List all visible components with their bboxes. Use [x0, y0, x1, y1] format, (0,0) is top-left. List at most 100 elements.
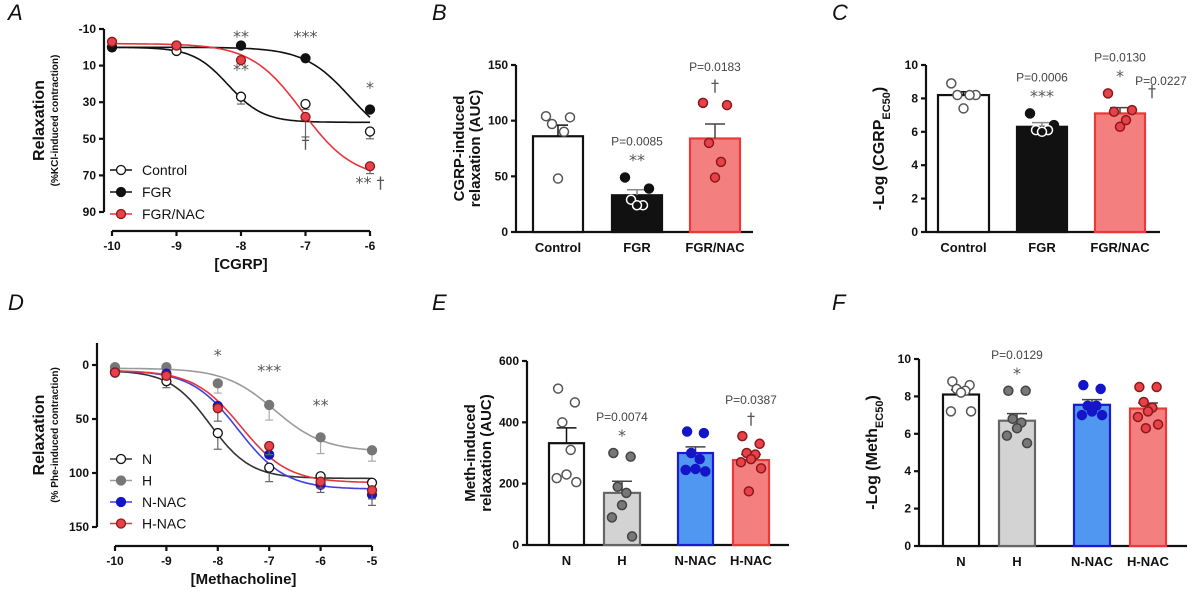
bar-group: [1093, 88, 1147, 234]
data-point-control: [235, 91, 247, 102]
y-tick-label: 50: [495, 169, 509, 183]
significance-marker: *: [618, 426, 626, 445]
data-point-fgr-nac: [364, 161, 376, 172]
data-point: [709, 172, 721, 183]
legend-marker: [115, 208, 127, 220]
legend-label: N-NAC: [142, 494, 186, 510]
p-value-label: P=0.0129: [991, 348, 1043, 362]
data-point: [1021, 437, 1033, 449]
data-point: [955, 387, 967, 398]
y-tick-label: 4: [911, 158, 918, 172]
y-tick-label: 6: [904, 427, 911, 441]
y-tick-label: 150: [488, 58, 508, 72]
data-point: [737, 430, 748, 442]
panel-letter-e: E: [432, 290, 447, 315]
legend-marker: [115, 475, 127, 486]
significance-marker: *: [366, 78, 374, 97]
x-tick-label: -6: [365, 239, 376, 253]
data-point: [681, 426, 693, 437]
data-point: [631, 200, 643, 211]
data-point: [1132, 411, 1144, 423]
data-point: [1036, 126, 1048, 138]
fit-curve-fgr-nac: [112, 42, 371, 171]
data-point-h-nac: [315, 476, 326, 487]
legend-item: N-NAC: [110, 494, 186, 510]
data-point-n: [212, 427, 223, 439]
data-point: [1001, 430, 1013, 441]
y-axis-title-close: ): [864, 395, 881, 400]
data-point: [1095, 383, 1106, 395]
y-tick-label: 0: [911, 225, 918, 239]
category-label: H-NAC: [1127, 554, 1169, 569]
data-point: [1086, 406, 1098, 417]
y-tick-label: 8: [904, 389, 911, 403]
x-tick-label: -7: [300, 239, 311, 253]
y-axis-title: Relaxation: [31, 395, 48, 476]
legend-item: FGR/NAC: [110, 206, 205, 222]
significance-marker: **: [233, 60, 249, 79]
y-tick-label: 400: [499, 415, 519, 429]
y-axis-title: -Log (CGRPEC50): [871, 87, 893, 211]
data-point: [558, 126, 570, 138]
bar-n: [547, 442, 586, 547]
legend-label: H: [142, 473, 152, 489]
data-point: [1102, 88, 1114, 99]
category-label: FGR: [1028, 240, 1056, 255]
y-tick-label: 50: [83, 132, 97, 146]
data-point: [1114, 121, 1126, 133]
significance-marker: **: [233, 27, 249, 46]
y-axis-title-line1: Meth-induced: [462, 404, 479, 502]
legend-label: N: [142, 451, 152, 467]
x-tick-label: -10: [103, 239, 121, 253]
fit-curve-h: [115, 367, 373, 451]
data-point: [569, 397, 581, 408]
bar-group: [547, 383, 586, 547]
category-label: FGR: [623, 240, 651, 255]
bar-control: [531, 135, 585, 234]
significance-marker: **: [629, 150, 645, 169]
data-point: [686, 447, 697, 459]
data-point: [608, 447, 619, 459]
bar-n-nac: [1072, 403, 1112, 548]
y-tick-label: 6: [911, 125, 918, 139]
data-point: [743, 486, 755, 497]
data-point-fgr-nac: [300, 111, 311, 122]
category-label: N: [956, 554, 965, 569]
bar-group: [688, 97, 742, 234]
y-tick-label: 4: [904, 464, 911, 478]
category-label: N: [562, 553, 571, 568]
data-point: [612, 481, 623, 492]
significance-marker: *: [1013, 364, 1021, 383]
y-tick-label: 0: [82, 358, 89, 372]
p-value-label: P=0.0085: [611, 134, 663, 148]
legend-marker: [115, 518, 127, 529]
significance-marker: **: [313, 395, 329, 414]
data-point-control: [300, 98, 311, 110]
bar-group: [676, 426, 715, 547]
data-point: [571, 476, 582, 488]
significance-marker: ** †: [355, 173, 384, 192]
data-point: [540, 110, 552, 122]
y-axis-title-subscript: EC50: [881, 92, 893, 120]
data-point: [565, 444, 576, 456]
bar-h-nac: [731, 458, 771, 547]
p-value-label: P=0.0130: [1094, 50, 1146, 64]
legend-label: H-NAC: [142, 516, 186, 532]
data-point: [703, 137, 715, 149]
y-tick-label: 70: [83, 168, 97, 182]
y-tick-label: 100: [488, 114, 508, 128]
panel-letter-b: B: [432, 0, 447, 25]
y-axis-title: Relaxation: [31, 80, 48, 161]
data-point: [1108, 106, 1120, 118]
data-point-h-nac: [161, 370, 172, 381]
significance-marker: †: [302, 133, 310, 152]
bar-fgr-nac: [688, 137, 742, 234]
data-point-h: [366, 445, 378, 456]
y-axis-title-line2: relaxation (AUC): [478, 394, 495, 512]
y-tick-label: 10: [83, 59, 97, 73]
y-axis-title-close: ): [871, 87, 888, 92]
legend-marker: [115, 186, 127, 198]
data-point: [1140, 422, 1152, 434]
panel-letter-f: F: [832, 290, 847, 315]
